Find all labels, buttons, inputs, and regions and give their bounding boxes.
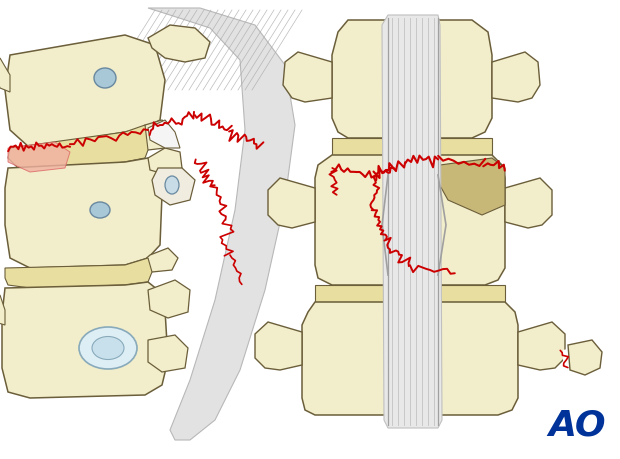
Polygon shape bbox=[302, 302, 518, 415]
Polygon shape bbox=[315, 155, 505, 285]
Polygon shape bbox=[283, 52, 332, 102]
Polygon shape bbox=[0, 58, 10, 92]
Ellipse shape bbox=[389, 218, 435, 246]
Ellipse shape bbox=[94, 68, 116, 88]
Ellipse shape bbox=[79, 327, 137, 369]
Polygon shape bbox=[148, 335, 188, 372]
Polygon shape bbox=[315, 285, 505, 302]
Polygon shape bbox=[438, 158, 505, 215]
Polygon shape bbox=[568, 340, 602, 375]
Polygon shape bbox=[518, 322, 565, 370]
Ellipse shape bbox=[165, 176, 179, 194]
Polygon shape bbox=[140, 120, 172, 150]
Polygon shape bbox=[0, 295, 5, 325]
Polygon shape bbox=[148, 120, 180, 148]
Polygon shape bbox=[563, 348, 572, 368]
Polygon shape bbox=[152, 168, 195, 205]
Polygon shape bbox=[8, 125, 148, 170]
Ellipse shape bbox=[92, 336, 124, 359]
Text: AO: AO bbox=[548, 408, 606, 442]
Ellipse shape bbox=[389, 68, 435, 96]
Polygon shape bbox=[148, 8, 295, 440]
Polygon shape bbox=[5, 158, 162, 268]
Polygon shape bbox=[148, 25, 210, 62]
Polygon shape bbox=[505, 178, 552, 228]
Polygon shape bbox=[332, 20, 492, 138]
Polygon shape bbox=[5, 35, 165, 148]
Polygon shape bbox=[255, 322, 302, 370]
Polygon shape bbox=[5, 258, 152, 288]
Polygon shape bbox=[332, 138, 492, 155]
Polygon shape bbox=[2, 282, 168, 398]
Ellipse shape bbox=[389, 346, 435, 374]
Polygon shape bbox=[8, 142, 70, 172]
Polygon shape bbox=[148, 280, 190, 318]
Polygon shape bbox=[142, 248, 178, 272]
Polygon shape bbox=[268, 178, 315, 228]
Polygon shape bbox=[492, 52, 540, 102]
Polygon shape bbox=[382, 15, 442, 428]
Polygon shape bbox=[148, 148, 182, 175]
Ellipse shape bbox=[90, 202, 110, 218]
